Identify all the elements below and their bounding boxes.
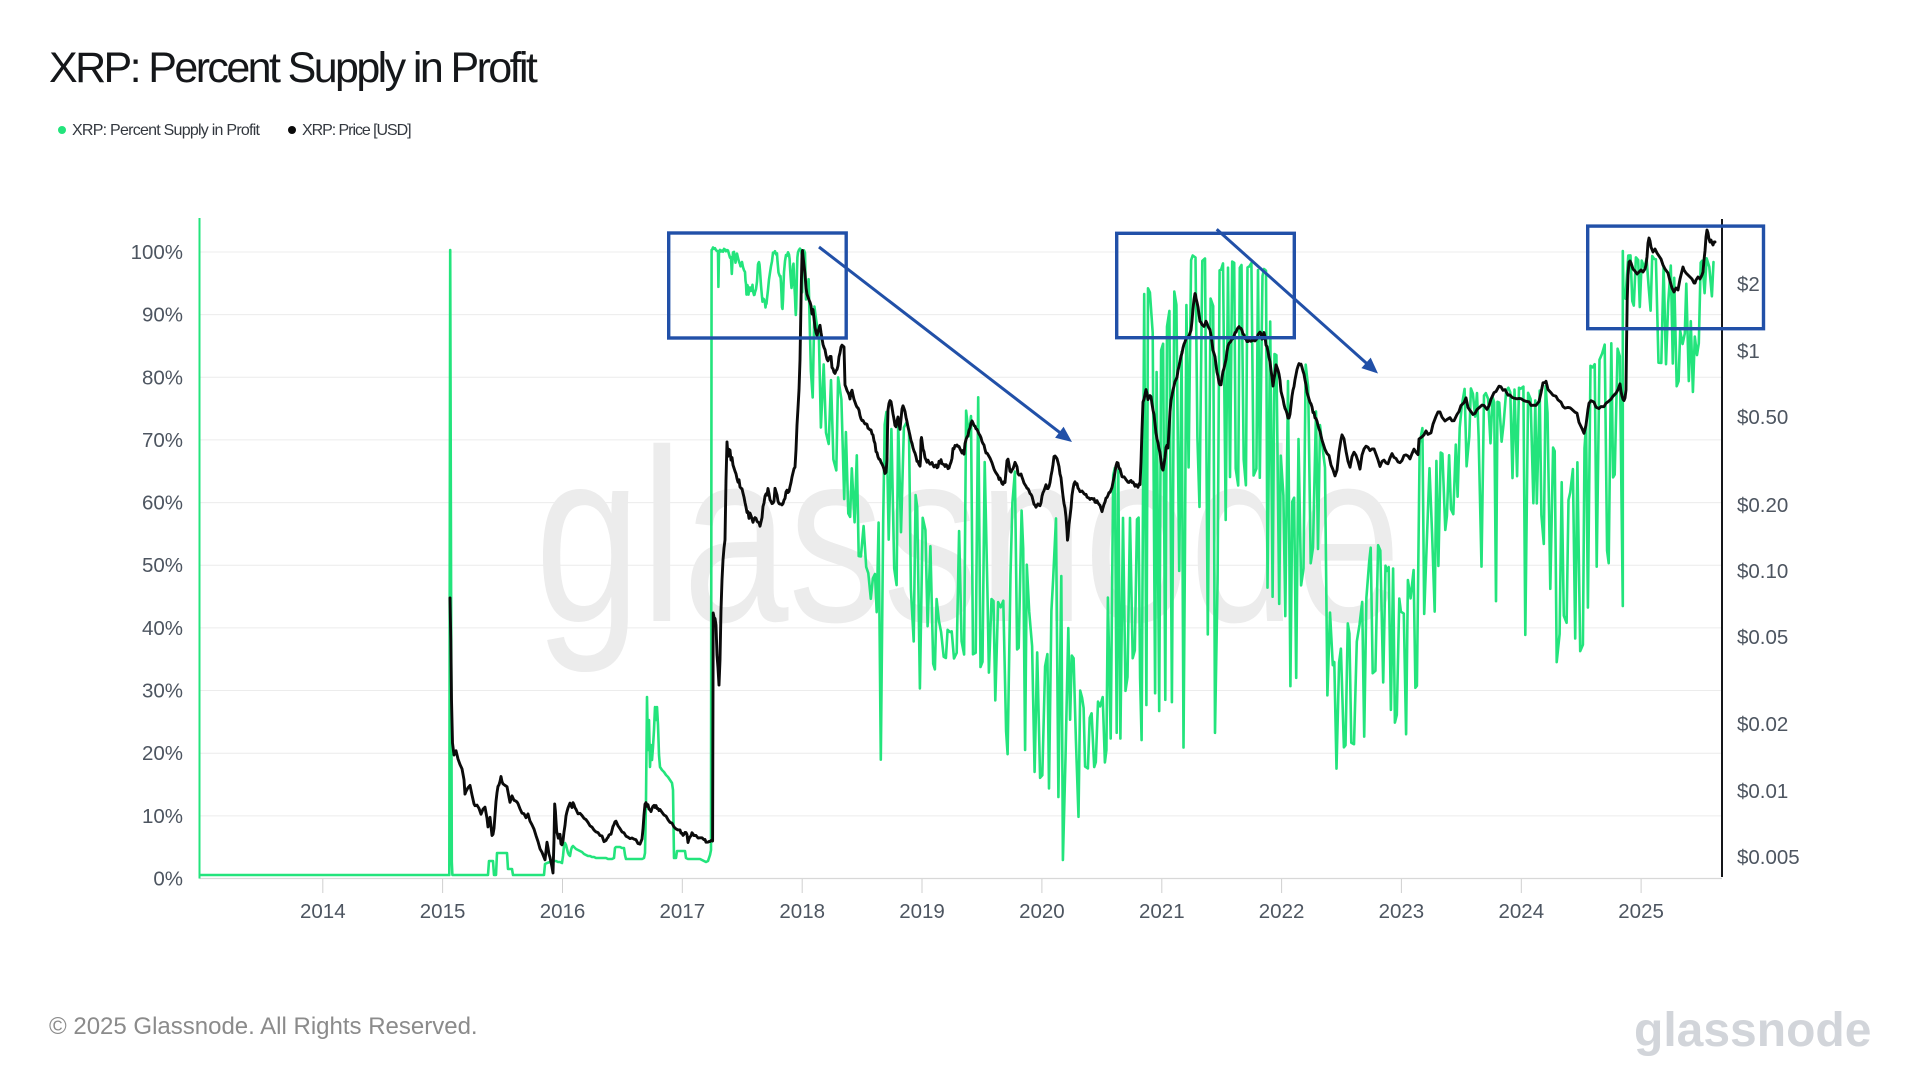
svg-text:$0.02: $0.02 bbox=[1737, 713, 1788, 736]
svg-text:$0.005: $0.005 bbox=[1737, 846, 1800, 869]
svg-text:10%: 10% bbox=[142, 805, 183, 828]
svg-text:100%: 100% bbox=[131, 241, 183, 264]
svg-text:2014: 2014 bbox=[300, 900, 346, 923]
svg-text:90%: 90% bbox=[142, 304, 183, 327]
svg-text:70%: 70% bbox=[142, 429, 183, 452]
svg-text:2015: 2015 bbox=[420, 900, 466, 923]
svg-text:40%: 40% bbox=[142, 617, 183, 640]
svg-text:2021: 2021 bbox=[1139, 900, 1185, 923]
svg-text:60%: 60% bbox=[142, 492, 183, 515]
svg-text:2019: 2019 bbox=[899, 900, 945, 923]
svg-text:2018: 2018 bbox=[779, 900, 825, 923]
svg-text:2017: 2017 bbox=[659, 900, 705, 923]
svg-text:$2: $2 bbox=[1737, 273, 1760, 296]
svg-text:2024: 2024 bbox=[1498, 900, 1544, 923]
svg-text:30%: 30% bbox=[142, 680, 183, 703]
svg-text:$0.05: $0.05 bbox=[1737, 626, 1788, 649]
svg-text:$0.01: $0.01 bbox=[1737, 780, 1788, 803]
svg-text:$0.10: $0.10 bbox=[1737, 560, 1788, 583]
svg-text:0%: 0% bbox=[153, 868, 183, 891]
svg-text:2025: 2025 bbox=[1618, 900, 1664, 923]
svg-text:$0.50: $0.50 bbox=[1737, 406, 1788, 429]
svg-text:2022: 2022 bbox=[1259, 900, 1305, 923]
svg-text:2023: 2023 bbox=[1379, 900, 1425, 923]
svg-text:2020: 2020 bbox=[1019, 900, 1065, 923]
svg-text:80%: 80% bbox=[142, 366, 183, 389]
svg-text:20%: 20% bbox=[142, 742, 183, 765]
svg-text:2016: 2016 bbox=[540, 900, 586, 923]
svg-text:$0.20: $0.20 bbox=[1737, 494, 1788, 517]
svg-text:$1: $1 bbox=[1737, 340, 1760, 363]
svg-text:50%: 50% bbox=[142, 554, 183, 577]
